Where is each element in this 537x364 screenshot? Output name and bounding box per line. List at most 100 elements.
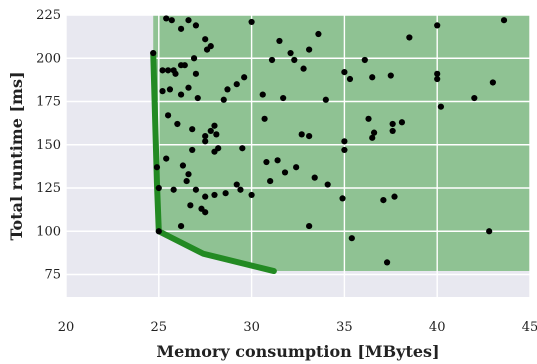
data-point (207, 127, 214, 135)
data-point (192, 70, 200, 77)
data-point (241, 74, 248, 81)
y-tick-label: 150 (36, 138, 61, 153)
data-point (322, 96, 329, 103)
data-point (471, 94, 478, 102)
data-point (202, 193, 209, 200)
data-point (185, 17, 192, 24)
data-point (311, 174, 318, 181)
y-tick-label: 125 (36, 181, 61, 196)
data-point (281, 169, 289, 176)
data-point (155, 228, 162, 235)
data-point (259, 91, 266, 98)
data-point (389, 127, 396, 135)
data-point (159, 67, 166, 74)
x-axis-title: Memory consumption [MBytes] (156, 342, 439, 361)
y-tick-label: 200 (36, 51, 61, 66)
data-point (163, 155, 170, 162)
data-point (267, 177, 274, 185)
data-point (220, 96, 227, 103)
data-point (192, 186, 200, 193)
data-point (185, 84, 192, 91)
x-tick-label: 25 (151, 320, 168, 335)
dominated-region (153, 15, 530, 272)
data-point (177, 222, 185, 230)
y-axis-title: Total runtime [ms] (7, 71, 26, 240)
data-point (291, 56, 298, 64)
data-point (166, 86, 174, 93)
data-point (183, 177, 190, 185)
data-point (274, 157, 281, 164)
data-point (263, 158, 270, 166)
data-point (202, 36, 209, 43)
y-tick-labels: 75 100 125 150 175 200 225 (36, 8, 61, 283)
data-point (306, 222, 313, 230)
data-point (300, 65, 307, 72)
x-tick-label: 20 (58, 320, 75, 335)
data-point (489, 79, 496, 86)
x-tick-label: 30 (243, 320, 260, 335)
data-point (398, 119, 406, 126)
data-point (306, 46, 313, 53)
data-point (202, 209, 209, 216)
data-point (170, 186, 177, 193)
data-point (261, 115, 268, 122)
data-point (339, 195, 346, 202)
data-point (341, 138, 348, 145)
data-point (239, 145, 246, 152)
data-point (213, 131, 220, 138)
data-point (190, 55, 198, 62)
data-point (233, 181, 240, 188)
data-point (293, 164, 300, 171)
data-point (207, 43, 214, 50)
data-point (194, 94, 201, 102)
data-point (185, 171, 192, 178)
data-point (181, 62, 188, 69)
data-point (211, 191, 218, 199)
data-point (224, 86, 231, 93)
data-point (434, 22, 441, 29)
data-point (164, 112, 172, 119)
data-point (369, 74, 376, 81)
data-point (348, 235, 355, 242)
data-point (361, 56, 368, 64)
data-point (500, 17, 508, 24)
data-point (365, 115, 372, 122)
data-point (248, 191, 255, 199)
data-point (215, 145, 222, 152)
data-point (163, 15, 170, 22)
data-point (486, 228, 493, 235)
data-point (189, 126, 196, 133)
data-point (202, 138, 209, 145)
data-point (324, 181, 331, 188)
data-point (168, 17, 175, 24)
data-point (434, 75, 441, 83)
data-point (150, 49, 157, 57)
data-point (306, 133, 313, 140)
data-point (287, 49, 294, 57)
data-point (202, 133, 209, 140)
data-point (341, 68, 348, 76)
data-point (387, 72, 394, 79)
data-point (187, 202, 194, 209)
data-point (164, 67, 172, 74)
data-point (383, 259, 391, 266)
data-point (437, 103, 445, 110)
x-tick-label: 45 (522, 320, 537, 335)
data-point (346, 75, 354, 83)
data-point (280, 94, 287, 102)
data-point (153, 164, 161, 171)
dominated-area (153, 15, 530, 272)
data-point (391, 193, 398, 200)
grid (65, 14, 531, 297)
data-point (177, 91, 185, 98)
data-point (211, 122, 218, 129)
data-point (189, 146, 196, 154)
y-tick-label: 75 (44, 268, 61, 283)
data-point (370, 129, 378, 136)
data-point (237, 186, 244, 193)
data-point (389, 120, 396, 128)
data-point (172, 70, 179, 77)
data-point (369, 134, 376, 141)
data-point (248, 18, 255, 26)
